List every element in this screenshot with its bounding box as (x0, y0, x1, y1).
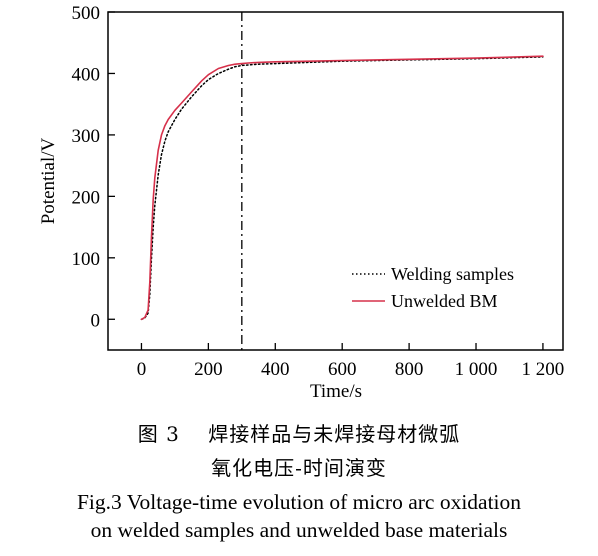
x-tick-label: 0 (137, 359, 147, 380)
x-tick-label: 400 (261, 359, 290, 380)
y-tick-label: 500 (72, 3, 101, 24)
y-tick-label: 300 (72, 126, 101, 147)
legend-label-unwelded: Unwelded BM (391, 291, 498, 311)
caption-cn-line2: 氧化电压-时间演变 (211, 456, 387, 480)
x-axis-ticks: 0 200 400 600 800 1 000 1 200 (137, 343, 565, 380)
y-tick-label: 0 (91, 310, 101, 331)
chart: 0 100 200 300 400 500 0 200 400 600 800 1 000 1 200… (38, 3, 565, 402)
legend-label-welding: Welding samples (391, 264, 514, 284)
x-tick-label: 1 200 (522, 359, 565, 380)
caption-cn-line1: 图 3 焊接样品与未焊接母材微弧 (137, 422, 461, 446)
plot-frame (107, 11, 564, 351)
caption-en-line1: Fig.3 Voltage-time evolution of micro ar… (76, 490, 522, 514)
legend: Welding samples Unwelded BM (352, 264, 514, 311)
x-tick-label: 200 (194, 359, 223, 380)
x-tick-label: 1 000 (455, 359, 498, 380)
y-axis-ticks: 0 100 200 300 400 500 (72, 3, 115, 331)
x-axis-title: Time/s (310, 381, 362, 402)
x-tick-label: 600 (328, 359, 357, 380)
series-line-welding (140, 56, 544, 321)
y-axis-title: Potential/V (38, 137, 59, 224)
x-tick-label: 800 (395, 359, 424, 380)
series-line-unwelded (140, 55, 544, 321)
y-tick-label: 400 (72, 64, 101, 85)
caption-en-line2: on welded samples and unwelded base mate… (90, 518, 508, 542)
y-tick-label: 200 (72, 187, 101, 208)
y-tick-label: 100 (72, 249, 101, 270)
series-group (140, 55, 544, 321)
